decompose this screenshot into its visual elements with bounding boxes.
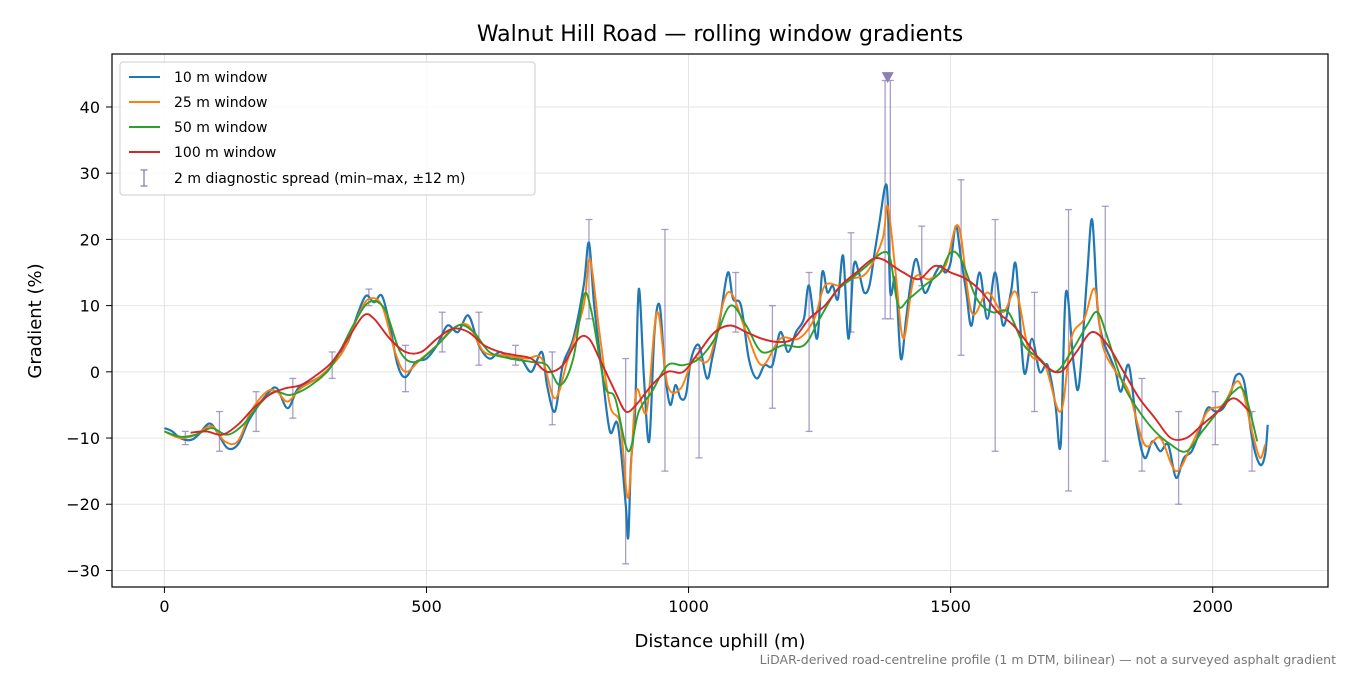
legend: 10 m window 25 m window 50 m window 100 m w… (119, 61, 536, 196)
legend-entry: 2 m diagnostic spread (min–max, ±12 m) (174, 171, 465, 187)
errorbar (1211, 391, 1219, 446)
x-tick-label: 0 (159, 597, 169, 616)
y-tick-label: −20 (66, 495, 100, 514)
errorbar (402, 344, 410, 393)
plot-frame (111, 53, 1329, 588)
errorbar (1175, 410, 1183, 505)
y-axis-ticks: −30 −20 −10 0 10 20 30 40 (66, 98, 112, 580)
y-tick-label: 20 (80, 230, 100, 249)
legend-errorbar-swatch (140, 169, 148, 187)
series-line-2 (163, 204, 1267, 499)
errorbar (1138, 377, 1146, 472)
series-lines (163, 183, 1269, 540)
legend-entry: 50 m window (174, 120, 267, 136)
y-tick-label: −10 (66, 429, 100, 448)
x-axis-ticks: 0 500 1000 1500 2000 (159, 587, 1233, 616)
legend-entry: 10 m window (174, 70, 267, 86)
y-axis-label: Gradient (%) (25, 263, 46, 378)
x-tick-label: 1500 (930, 597, 971, 616)
errorbar (991, 218, 999, 452)
series-line-1 (164, 183, 1269, 540)
errorbar (252, 391, 260, 433)
diagnostic-errorbars (181, 79, 1256, 565)
series-line-3 (164, 250, 1259, 453)
clipped-value-marker (881, 72, 894, 84)
y-tick-label: 0 (90, 363, 100, 382)
legend-entry: 25 m window (174, 95, 267, 111)
y-tick-label: 30 (80, 164, 100, 183)
y-tick-label: 10 (80, 297, 100, 316)
footnote: LiDAR-derived road-centreline profile (1… (760, 652, 1336, 667)
legend-entry: 100 m window (174, 145, 276, 161)
x-axis-label: Distance uphill (m) (635, 631, 806, 652)
x-tick-label: 500 (411, 597, 442, 616)
y-tick-label: 40 (80, 98, 100, 117)
y-tick-label: −30 (66, 561, 100, 580)
errorbar (768, 304, 776, 409)
errorbar (622, 357, 630, 565)
x-tick-label: 1000 (668, 597, 709, 616)
series-line-4 (190, 257, 1251, 442)
errorbar (957, 179, 965, 356)
errorbar (661, 228, 669, 472)
legend-box (119, 61, 536, 196)
errorbar (548, 351, 556, 426)
errorbar (695, 347, 703, 459)
chart-title: Walnut Hill Road — rolling window gradie… (477, 22, 963, 47)
errorbar (805, 271, 813, 433)
x-tick-label: 2000 (1192, 597, 1233, 616)
